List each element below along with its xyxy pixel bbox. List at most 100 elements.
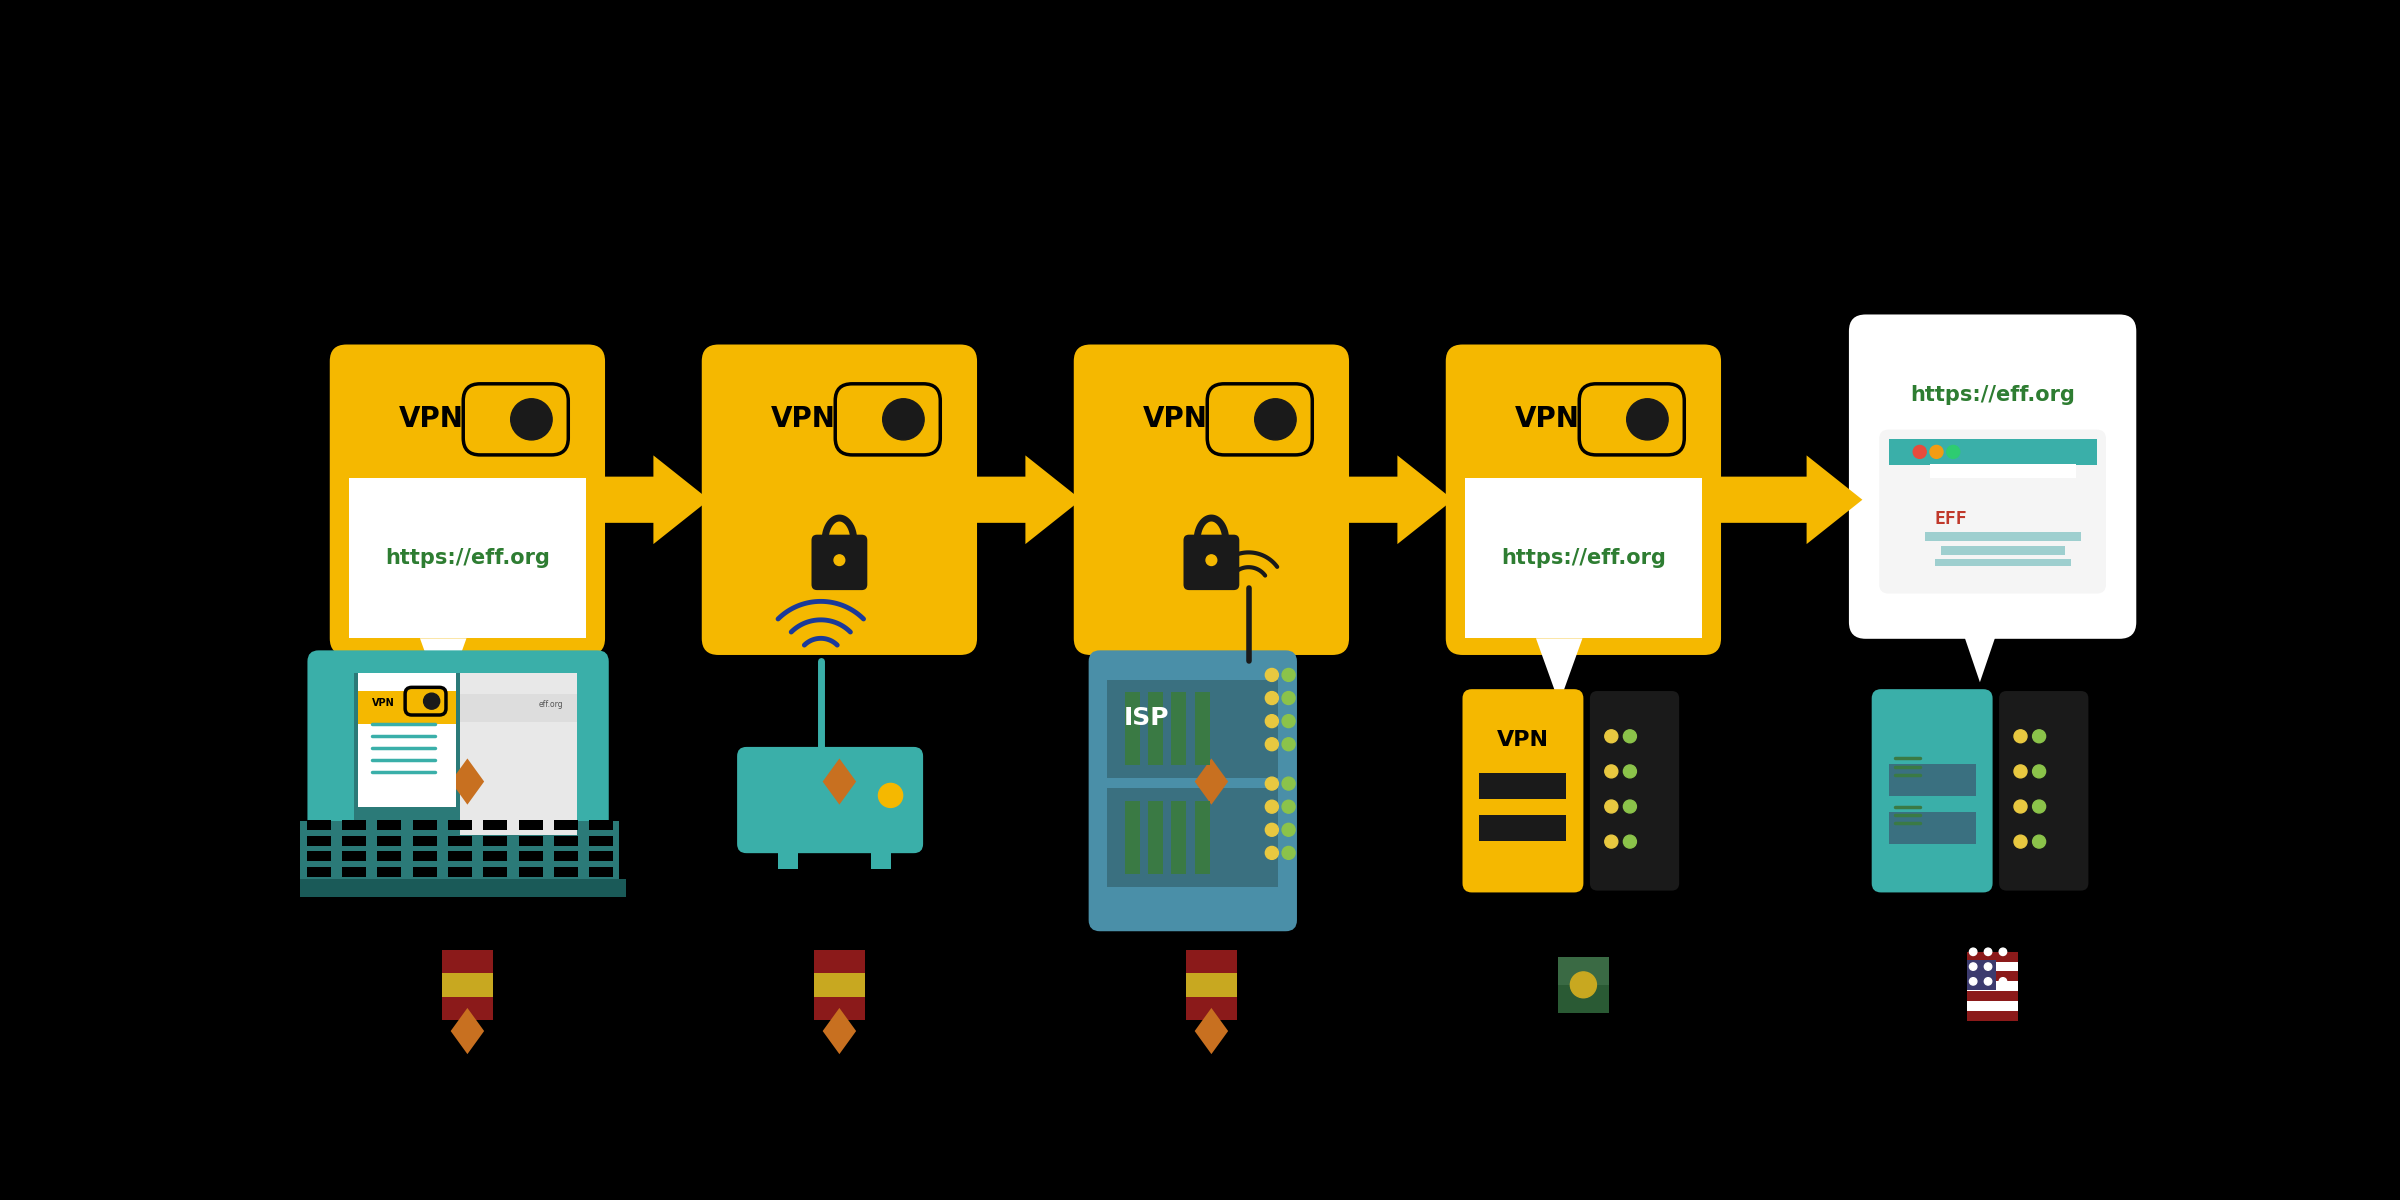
Bar <box>442 950 492 973</box>
Bar <box>413 868 437 877</box>
Circle shape <box>2033 730 2045 743</box>
Bar <box>1478 773 1567 799</box>
Circle shape <box>1282 738 1296 751</box>
Polygon shape <box>970 455 1080 544</box>
Circle shape <box>1970 962 1978 971</box>
Circle shape <box>2014 800 2028 812</box>
Bar <box>350 478 586 638</box>
Bar <box>590 835 614 846</box>
Bar <box>1934 559 2071 566</box>
Bar <box>449 820 473 830</box>
Bar <box>290 878 626 898</box>
Circle shape <box>1970 978 1978 985</box>
Circle shape <box>1282 800 1296 814</box>
Bar <box>341 868 367 877</box>
Circle shape <box>1999 948 2006 955</box>
Circle shape <box>1985 978 1992 985</box>
FancyBboxPatch shape <box>1183 535 1238 590</box>
FancyBboxPatch shape <box>1207 384 1313 455</box>
Bar <box>1968 982 2018 991</box>
Bar <box>1186 973 1236 997</box>
Circle shape <box>2014 764 2028 778</box>
Circle shape <box>1265 738 1279 751</box>
Bar <box>341 835 367 846</box>
FancyBboxPatch shape <box>1445 344 1721 655</box>
Circle shape <box>1207 554 1217 565</box>
Circle shape <box>1999 962 2006 971</box>
Bar <box>1968 961 2018 972</box>
FancyBboxPatch shape <box>463 384 569 455</box>
Text: VPN: VPN <box>1142 406 1207 433</box>
Circle shape <box>1265 691 1279 704</box>
Bar <box>518 820 542 830</box>
Bar <box>1968 991 2018 1001</box>
Bar <box>353 672 461 835</box>
FancyBboxPatch shape <box>1872 689 1992 893</box>
Bar <box>1478 815 1567 841</box>
Circle shape <box>1930 445 1944 458</box>
FancyBboxPatch shape <box>835 384 941 455</box>
Bar <box>554 868 578 877</box>
Bar <box>298 821 619 881</box>
Bar <box>482 868 506 877</box>
Bar <box>482 820 506 830</box>
Circle shape <box>1282 823 1296 836</box>
Circle shape <box>1282 846 1296 859</box>
Polygon shape <box>1195 1008 1229 1054</box>
Polygon shape <box>1342 455 1454 544</box>
Bar <box>590 820 614 830</box>
Bar <box>1106 679 1279 778</box>
Bar <box>1106 788 1279 887</box>
Circle shape <box>1606 800 1618 812</box>
FancyBboxPatch shape <box>1090 650 1296 931</box>
Text: VPN: VPN <box>372 698 396 708</box>
Polygon shape <box>1536 638 1582 703</box>
Circle shape <box>2033 800 2045 812</box>
Bar <box>1889 439 2098 464</box>
Circle shape <box>1606 835 1618 848</box>
Text: https://eff.org: https://eff.org <box>384 548 550 568</box>
Circle shape <box>1282 691 1296 704</box>
Circle shape <box>1282 715 1296 727</box>
Bar <box>590 868 614 877</box>
Bar <box>1968 960 1997 990</box>
Circle shape <box>1622 764 1637 778</box>
Circle shape <box>1627 398 1668 440</box>
Bar <box>358 673 456 806</box>
FancyBboxPatch shape <box>737 746 924 853</box>
FancyBboxPatch shape <box>1848 314 2136 638</box>
Polygon shape <box>420 638 466 703</box>
Bar <box>413 851 437 862</box>
Bar <box>518 835 542 846</box>
Bar <box>1889 811 1975 844</box>
Bar <box>461 672 576 835</box>
Circle shape <box>2033 835 2045 848</box>
Circle shape <box>883 398 924 440</box>
Circle shape <box>1265 778 1279 790</box>
Circle shape <box>2014 835 2028 848</box>
Bar <box>482 851 506 862</box>
Bar <box>590 851 614 862</box>
Bar <box>518 851 542 862</box>
Bar <box>482 835 506 846</box>
Text: VPN: VPN <box>770 406 835 433</box>
Bar <box>1126 692 1140 764</box>
Bar <box>814 973 864 997</box>
Circle shape <box>1622 835 1637 848</box>
Bar <box>814 997 864 1020</box>
Text: eff.org: eff.org <box>538 701 564 709</box>
FancyBboxPatch shape <box>406 688 446 715</box>
Circle shape <box>1606 730 1618 743</box>
Bar <box>413 835 437 846</box>
Bar <box>1558 985 1608 1013</box>
Circle shape <box>1970 948 1978 955</box>
FancyBboxPatch shape <box>1579 384 1685 455</box>
Circle shape <box>1282 668 1296 682</box>
Bar <box>1186 950 1236 973</box>
Bar <box>358 691 456 725</box>
Bar <box>1968 1012 2018 1021</box>
Bar <box>871 841 890 869</box>
Bar <box>1147 802 1164 874</box>
Circle shape <box>1265 668 1279 682</box>
Circle shape <box>1606 764 1618 778</box>
